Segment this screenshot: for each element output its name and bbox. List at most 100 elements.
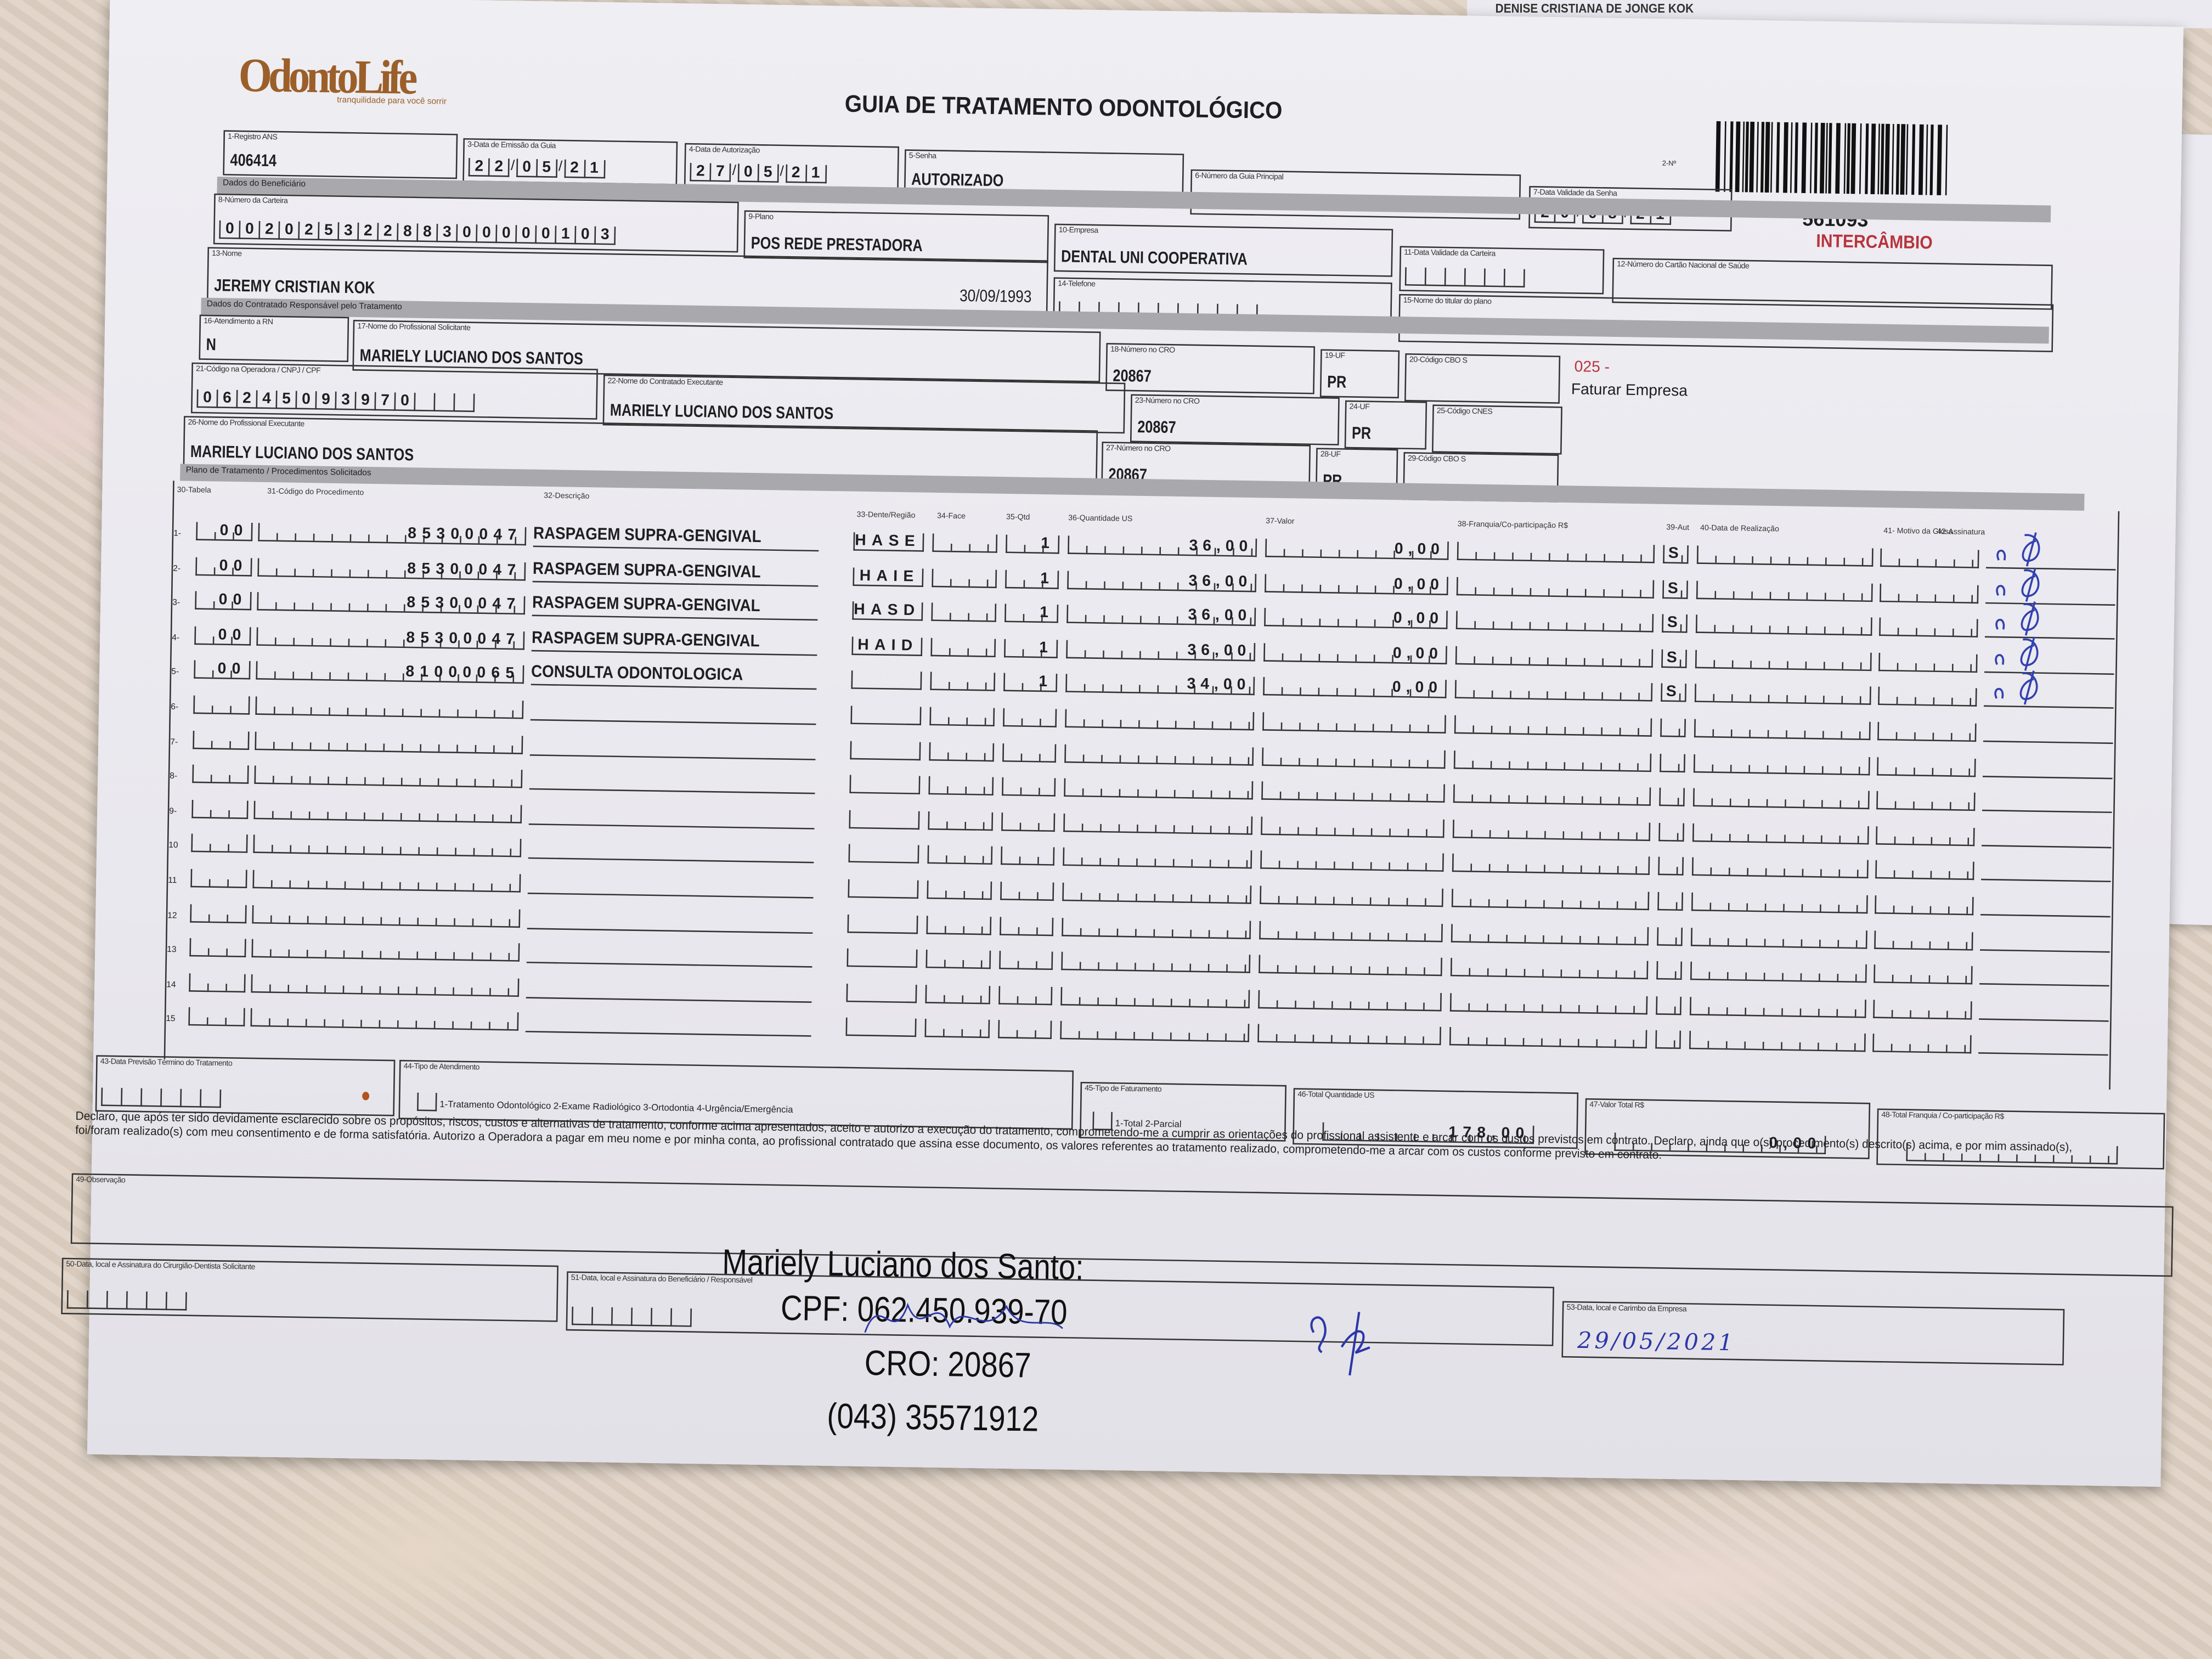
cell-data <box>1696 545 1874 567</box>
intercambio-label: INTERCÂMBIO <box>1816 230 1933 253</box>
cell-dente: HAIE <box>853 567 924 586</box>
table-row: 2- 00 85300047 RASPAGEM SUPRA-GENGIVAL HAIE 1… <box>173 546 2148 608</box>
digit-box <box>1503 268 1525 287</box>
barcode-bar <box>1783 122 1788 193</box>
digit-box: 0 <box>516 159 537 178</box>
cell-face <box>927 881 992 900</box>
cell-valor <box>1259 920 1443 942</box>
digit-box <box>1444 268 1465 287</box>
cell-tabela <box>188 1007 245 1027</box>
barcode-bar <box>1870 123 1876 194</box>
cell-franquia <box>1453 785 1651 806</box>
cell-glosa <box>1877 721 1977 742</box>
cell-descricao <box>529 766 816 794</box>
cell-face <box>932 568 997 588</box>
digit-box <box>86 1290 107 1310</box>
column-header: 34-Face <box>936 512 966 522</box>
cell-valor <box>1261 816 1444 838</box>
barcode-bar <box>1825 123 1828 194</box>
field-cnes-25: 25-Código CNES <box>1432 404 1562 455</box>
cell-us <box>1062 917 1251 939</box>
digit-box: 7 <box>374 392 394 411</box>
cell-qtd <box>998 985 1053 1005</box>
digit-box <box>650 1308 671 1327</box>
barcode-bar <box>1770 122 1773 193</box>
cell-valor <box>1259 955 1442 977</box>
cell-data <box>1690 927 1867 949</box>
dental-treatment-form: OdontoLife tranquilidade para você sorri… <box>61 0 2184 1487</box>
cell-glosa <box>1874 964 1973 985</box>
faturar-code: 025 - <box>1574 359 1610 376</box>
faturar-text: Faturar Empresa <box>1571 381 1688 400</box>
field-carimbo-empresa: 53-Data, local e Carimbo da Empresa 29/05… <box>1561 1301 2065 1365</box>
cell-codigo <box>253 800 522 823</box>
digit-box: 3 <box>335 391 355 410</box>
column-header: 31-Código do Procedimento <box>267 488 364 498</box>
cell-assinatura <box>1979 1017 2109 1022</box>
cell-codigo: 85300047 <box>257 557 526 580</box>
cell-us: 36,00 <box>1067 570 1257 592</box>
cell-assinatura <box>1981 843 2112 848</box>
cell-dente <box>846 983 917 1003</box>
procedures-table: 30-Tabela 31-Código do Procedimento 32-Des… <box>163 481 2120 1090</box>
column-header: 30-Tabela <box>177 486 211 495</box>
barcode-bar <box>1937 125 1943 195</box>
cell-glosa <box>1878 652 1978 673</box>
cell-data <box>1692 788 1870 810</box>
cell-franquia <box>1455 646 1654 668</box>
cell-us: 36,00 <box>1066 605 1256 627</box>
digit-box <box>670 1308 692 1327</box>
cell-data <box>1695 650 1872 671</box>
cell-dente <box>847 913 918 934</box>
digit-box <box>611 1307 631 1326</box>
field-cro-18: 18-Número no CRO 20867 <box>1105 343 1316 394</box>
cell-data <box>1691 857 1869 879</box>
digit-box: 7 <box>709 163 731 182</box>
cell-franquia <box>1453 750 1652 772</box>
field-uf-24: 24-UF PR <box>1344 400 1427 450</box>
cell-qtd <box>1001 847 1055 866</box>
logo: OdontoLife tranquilidade para você sorri… <box>238 50 447 107</box>
cell-descricao <box>527 870 814 899</box>
barcode-bar <box>1945 125 1948 196</box>
cell-descricao <box>528 800 815 830</box>
cell-n: 6- <box>171 703 179 713</box>
field-cbo-20: 20-Código CBO S <box>1404 353 1561 404</box>
digit-box: 9 <box>354 392 375 411</box>
cell-aut: S <box>1663 545 1689 564</box>
cell-aut <box>1657 927 1683 946</box>
digit-box <box>414 392 434 411</box>
digit-box <box>453 393 475 413</box>
cell-aut <box>1658 857 1684 876</box>
cell-data <box>1689 996 1866 1018</box>
cell-qtd <box>999 951 1053 970</box>
cell-face <box>927 845 993 866</box>
digit-box <box>126 1291 146 1310</box>
cell-assinatura <box>1980 912 2111 918</box>
barcode-bar <box>1884 123 1890 195</box>
barcode-bar <box>1715 121 1721 192</box>
cell-franquia <box>1452 819 1651 841</box>
field-empresa: 10-Empresa DENTAL UNI COOPERATIVA <box>1053 223 1393 277</box>
digit-box <box>433 393 454 412</box>
cell-tabela <box>193 730 250 749</box>
cell-tabela <box>193 695 250 715</box>
column-header: 42-Assinatura <box>1937 528 1985 538</box>
field-uf-19: 19-UF PR <box>1319 349 1400 399</box>
cell-tabela: 00 <box>196 522 253 541</box>
barcode-bar <box>1794 122 1798 193</box>
digit-box <box>571 1306 592 1325</box>
barcode-bar <box>1790 122 1793 193</box>
cell-qtd: 1 <box>1004 639 1058 658</box>
row-signature <box>1995 636 2039 671</box>
barcode-bar <box>1764 122 1770 193</box>
cell-descricao: RASPAGEM SUPRA-GENGIVAL <box>531 627 818 656</box>
barcode-bar <box>1776 122 1780 193</box>
cell-qtd <box>1000 916 1054 936</box>
digit-box: 3 <box>337 222 358 241</box>
row-signature <box>1995 601 2039 636</box>
tipo-atendimento-checkbox[interactable] <box>417 1092 437 1111</box>
cell-n: 2- <box>173 565 181 574</box>
cell-codigo: 85300047 <box>257 592 526 615</box>
cell-face <box>924 1019 990 1039</box>
